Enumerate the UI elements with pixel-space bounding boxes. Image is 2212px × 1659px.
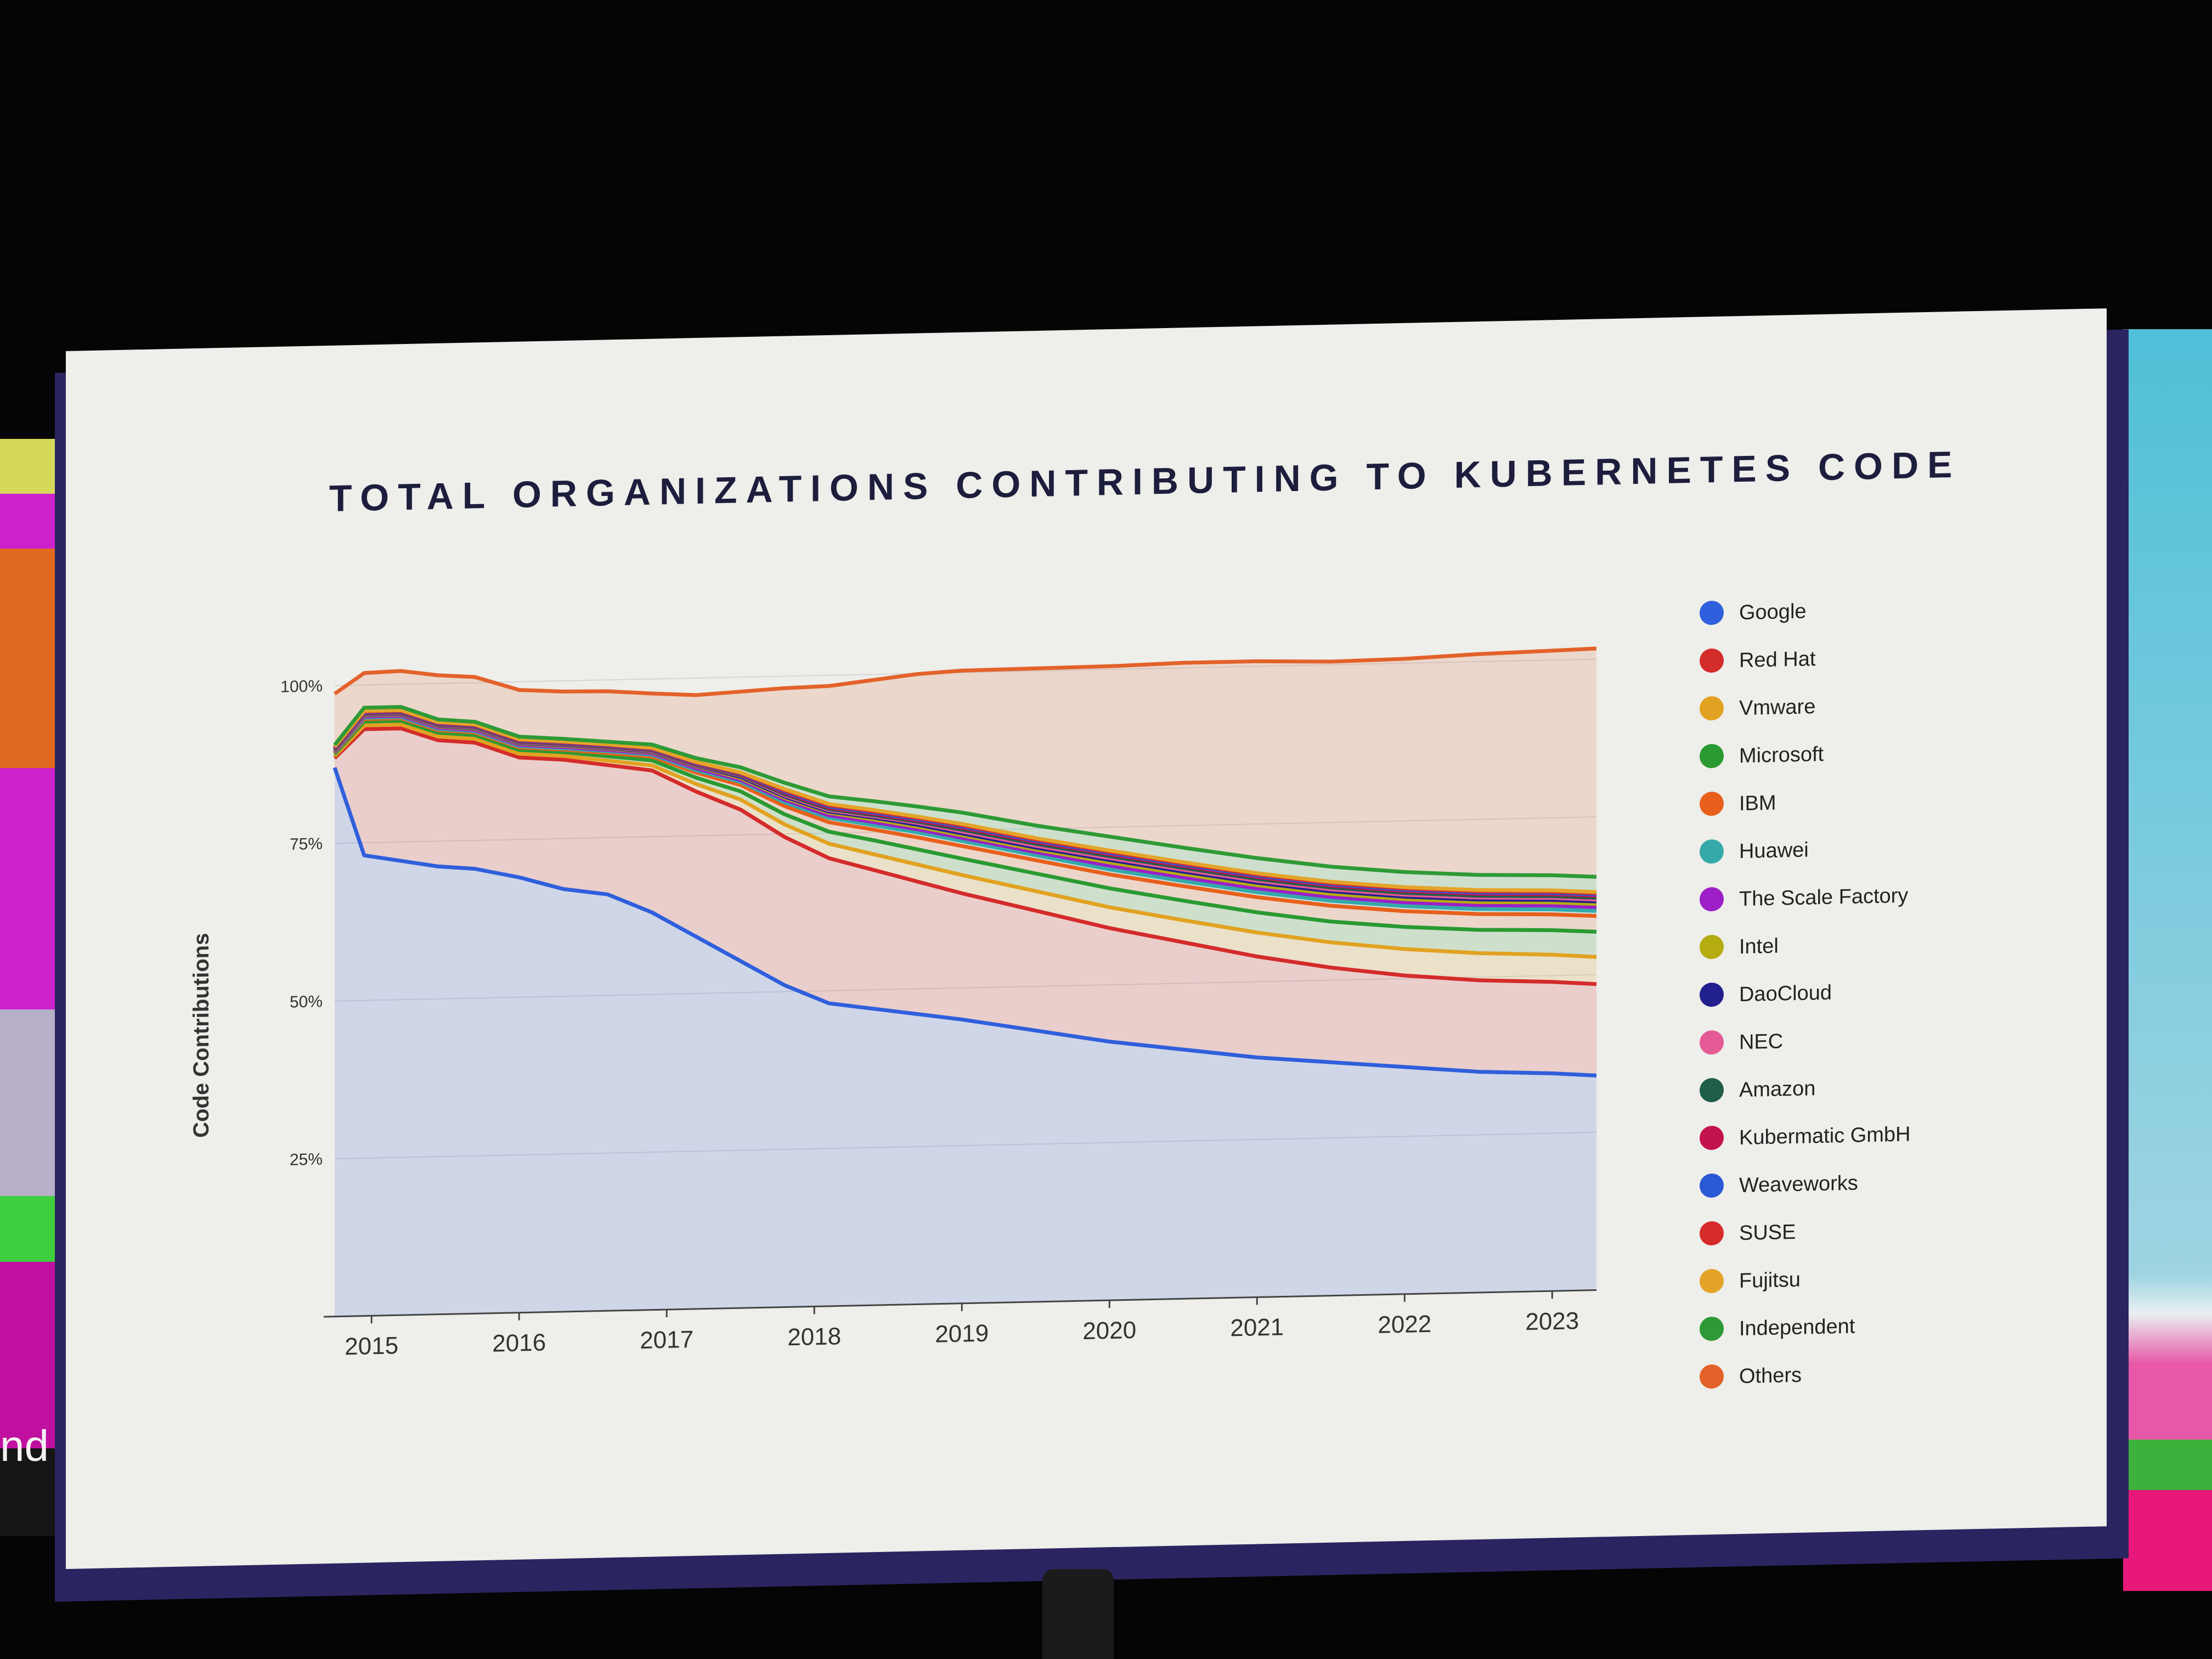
podium-microphone (1042, 1569, 1114, 1659)
legend-marker-suse (1700, 1221, 1724, 1246)
legend-label-others: Others (1739, 1364, 1802, 1388)
legend-marker-independent (1700, 1317, 1724, 1341)
y-gridline (335, 1132, 1596, 1160)
legend-label-ibm: IBM (1739, 792, 1776, 815)
legend-label-google: Google (1739, 600, 1807, 625)
x-tick-label: 2018 (787, 1323, 841, 1351)
x-tick-label: 2020 (1082, 1317, 1136, 1345)
y-axis-label: Code Contributions (189, 933, 213, 1138)
background-screen-right (2123, 329, 2212, 1591)
legend-label-kubermatic-gmbh: Kubermatic GmbH (1739, 1123, 1911, 1150)
legend-label-red-hat: Red Hat (1739, 647, 1816, 672)
legend-label-the-scale-factory: The Scale Factory (1739, 884, 1908, 911)
legend-marker-the-scale-factory (1700, 887, 1724, 912)
area-red-hat (335, 728, 1596, 1076)
legend-marker-microsoft (1700, 744, 1724, 769)
legend-label-intel: Intel (1739, 935, 1779, 958)
stacked-area-chart: 25% 50% 75% 100% 2015 2016 2017 2018 2019 2020 202… (189, 600, 1911, 1389)
area-others (335, 648, 1596, 877)
legend-label-amazon: Amazon (1739, 1077, 1815, 1102)
legend-label-weaveworks: Weaveworks (1739, 1172, 1858, 1198)
x-tick-label: 2017 (640, 1326, 693, 1354)
legend-label-independent: Independent (1739, 1315, 1855, 1340)
legend-marker-intel (1700, 935, 1724, 960)
x-tick-label: 2022 (1378, 1311, 1431, 1339)
x-tick-label: 2015 (345, 1332, 398, 1360)
x-axis-line (324, 1289, 1596, 1318)
y-tick-label: 25% (290, 1150, 323, 1169)
legend-marker-nec (1700, 1030, 1724, 1055)
x-tick-label: 2019 (935, 1320, 989, 1348)
y-tick-label: 50% (290, 992, 323, 1011)
legend-label-vmware: Vmware (1739, 695, 1815, 720)
background-screen-left-text: nd (0, 1421, 49, 1470)
legend-marker-huawei (1700, 839, 1724, 864)
line-microsoft (333, 719, 1597, 934)
legend-marker-weaveworks (1700, 1173, 1724, 1198)
line-independent (333, 705, 1597, 879)
line-google (332, 767, 1597, 1078)
y-gridline (335, 658, 1596, 686)
line-fujitsu (333, 708, 1597, 894)
legend-label-nec: NEC (1739, 1030, 1783, 1054)
legend-marker-red-hat (1700, 648, 1724, 673)
x-tick-label: 2023 (1525, 1307, 1579, 1335)
legend-marker-ibm (1700, 792, 1724, 816)
legend-label-huawei: Huawei (1739, 838, 1809, 863)
x-tick-label: 2021 (1230, 1313, 1284, 1341)
legend-label-microsoft: Microsoft (1739, 743, 1824, 768)
legend-label-fujitsu: Fujitsu (1739, 1268, 1801, 1293)
legend-marker-others (1700, 1364, 1724, 1389)
line-red-hat (333, 726, 1597, 986)
legend-marker-daocloud (1700, 983, 1724, 1007)
legend-marker-vmware (1700, 696, 1724, 721)
presentation-slide: TOTAL ORGANIZATIONS CONTRIBUTING TO KUBE… (66, 308, 2107, 1569)
line-others (334, 646, 1597, 697)
x-tick-label: 2016 (492, 1329, 546, 1357)
line-vmware (333, 723, 1597, 959)
legend-marker-kubermatic-gmbh (1700, 1126, 1724, 1150)
legend-label-suse: SUSE (1739, 1221, 1796, 1245)
area-vmware (335, 724, 1596, 984)
y-gridline (335, 974, 1596, 1002)
legend-marker-google (1700, 601, 1724, 625)
y-tick-label: 75% (290, 835, 323, 854)
y-tick-label: 100% (280, 677, 323, 696)
area-microsoft (335, 720, 1596, 957)
area-google (335, 768, 1596, 1317)
legend-marker-amazon (1700, 1078, 1724, 1103)
legend-label-daocloud: DaoCloud (1739, 981, 1832, 1007)
legend-marker-fujitsu (1700, 1269, 1724, 1294)
